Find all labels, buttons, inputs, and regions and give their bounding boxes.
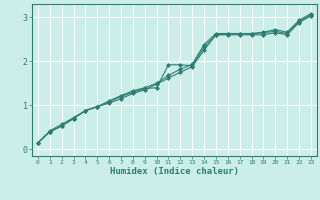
X-axis label: Humidex (Indice chaleur): Humidex (Indice chaleur) (110, 167, 239, 176)
